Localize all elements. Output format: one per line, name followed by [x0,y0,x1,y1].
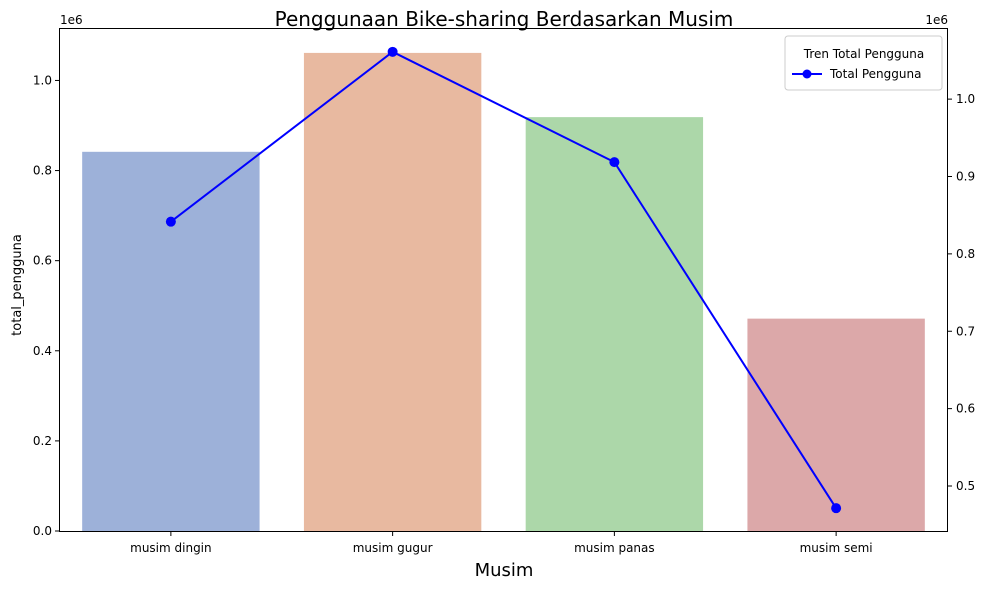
y-left-tick-label: 0.0 [33,524,52,538]
x-axis-label: Musim [475,560,534,581]
x-tick-label: musim panas [574,541,655,555]
trend-point-musim-dingin [165,216,176,227]
trend-point-musim-panas [609,157,620,168]
trend-point-musim-gugur [387,46,398,57]
bar-musim-semi [747,318,925,531]
y-right-scale-label: 1e6 [925,13,948,27]
legend-entry-total-pengguna: Total Pengguna [829,67,921,81]
trend-point-musim-semi [831,503,842,514]
chart-title: Penggunaan Bike-sharing Berdasarkan Musi… [275,7,734,31]
y-left-tick-label: 0.8 [33,164,52,178]
y-right-tick-label: 0.5 [956,479,975,493]
legend-title: Tren Total Pengguna [803,47,924,61]
trend-line-group [165,46,842,514]
x-tick-label: musim semi [800,541,873,555]
y-left-tick-label: 1.0 [33,73,52,87]
bar-musim-panas [525,117,704,532]
y-left-axis-ticks: 0.0 0.2 0.4 0.6 0.8 1.0 [33,73,60,538]
x-tick-label: musim gugur [353,541,433,555]
y-left-tick-label: 0.6 [33,254,52,268]
y-right-tick-label: 0.8 [956,247,975,261]
y-right-tick-label: 1.0 [956,92,975,106]
y-right-tick-label: 0.7 [956,324,975,338]
bar-musim-gugur [303,52,482,531]
y-left-scale-label: 1e6 [60,13,83,27]
bar-musim-dingin [82,151,260,531]
y-left-tick-label: 0.4 [33,344,52,358]
x-tick-label: musim dingin [130,541,212,555]
plot-area-frame [59,28,948,532]
y-left-tick-label: 0.2 [33,434,52,448]
y-axis-label: total_pengguna [10,234,25,336]
trend-line [170,50,837,509]
legend: Tren Total Pengguna Total Pengguna [784,35,943,91]
y-right-axis-ticks: 0.5 0.6 0.7 0.8 0.9 1.0 [947,92,975,493]
y-right-tick-label: 0.9 [956,169,975,183]
x-axis-ticks: musim dingin musim gugur musim panas musim … [130,531,873,555]
legend-box [784,35,943,91]
bar-group [82,52,925,532]
y-right-tick-label: 0.6 [956,402,975,416]
legend-marker-swatch [802,69,812,79]
